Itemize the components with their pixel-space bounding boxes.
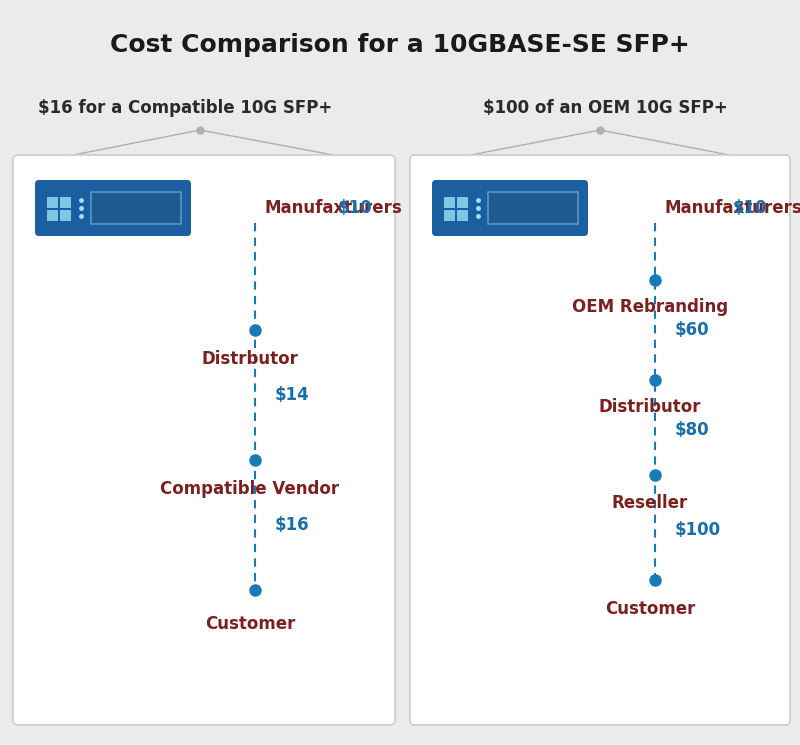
FancyBboxPatch shape bbox=[432, 180, 588, 236]
FancyBboxPatch shape bbox=[457, 197, 468, 208]
Text: Distrbutor: Distrbutor bbox=[202, 350, 298, 368]
FancyBboxPatch shape bbox=[35, 180, 191, 236]
FancyBboxPatch shape bbox=[13, 155, 395, 725]
Text: Distributor: Distributor bbox=[598, 398, 702, 416]
Text: $16 for a Compatible 10G SFP+: $16 for a Compatible 10G SFP+ bbox=[38, 99, 332, 117]
Text: $10: $10 bbox=[338, 199, 372, 217]
Text: Manufaxturers: Manufaxturers bbox=[265, 199, 402, 217]
FancyBboxPatch shape bbox=[60, 210, 71, 221]
FancyBboxPatch shape bbox=[60, 197, 71, 208]
FancyBboxPatch shape bbox=[47, 197, 58, 208]
FancyBboxPatch shape bbox=[444, 210, 455, 221]
FancyBboxPatch shape bbox=[91, 192, 181, 224]
Text: $100: $100 bbox=[675, 521, 721, 539]
FancyBboxPatch shape bbox=[457, 210, 468, 221]
FancyBboxPatch shape bbox=[488, 192, 578, 224]
Text: $100 of an OEM 10G SFP+: $100 of an OEM 10G SFP+ bbox=[482, 99, 727, 117]
Text: $80: $80 bbox=[675, 421, 710, 439]
Text: Customer: Customer bbox=[605, 600, 695, 618]
Text: Customer: Customer bbox=[205, 615, 295, 633]
Text: $16: $16 bbox=[275, 516, 310, 534]
Text: Cost Comparison for a 10GBASE-SE SFP+: Cost Comparison for a 10GBASE-SE SFP+ bbox=[110, 33, 690, 57]
FancyBboxPatch shape bbox=[47, 210, 58, 221]
Text: Compatible Vendor: Compatible Vendor bbox=[161, 480, 339, 498]
Text: $10: $10 bbox=[732, 199, 767, 217]
FancyBboxPatch shape bbox=[444, 197, 455, 208]
Text: $14: $14 bbox=[275, 386, 310, 404]
Text: Manufaxturers: Manufaxturers bbox=[665, 199, 800, 217]
FancyBboxPatch shape bbox=[410, 155, 790, 725]
Text: $60: $60 bbox=[675, 321, 710, 339]
Text: Reseller: Reseller bbox=[612, 494, 688, 512]
Text: OEM Rebranding: OEM Rebranding bbox=[572, 298, 728, 316]
